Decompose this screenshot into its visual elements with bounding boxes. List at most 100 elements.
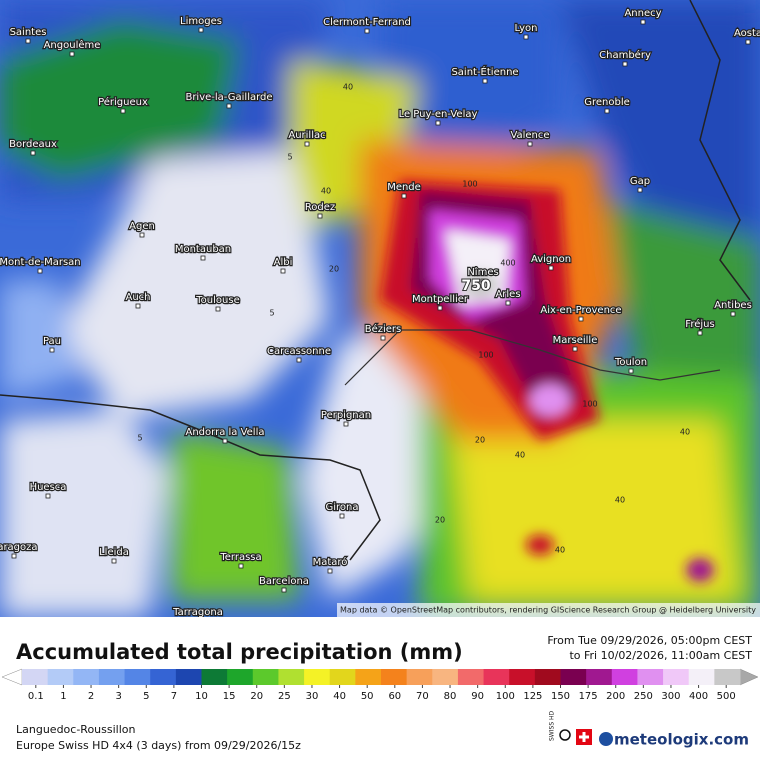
legend-label: 10 (195, 691, 208, 702)
legend-label: 100 (496, 691, 515, 702)
legend-label: 70 (416, 691, 429, 702)
legend-label: 0.1 (28, 691, 44, 702)
city-dot (69, 51, 75, 57)
city-dot (505, 300, 511, 306)
city-dot (745, 39, 751, 45)
search-icon (559, 729, 571, 741)
legend-panel: Accumulated total precipitation (mm) Fro… (1, 634, 759, 752)
legend-swatch (355, 669, 382, 685)
city-label: Saint-Étienne (451, 65, 518, 78)
contour-label: 40 (615, 496, 625, 505)
contour-label: 5 (137, 434, 142, 443)
from-date: From Tue 09/29/2026, 05:00pm CEST (547, 634, 752, 647)
city-dot (730, 311, 736, 317)
legend-swatch (663, 669, 690, 685)
contour-label: 40 (515, 451, 525, 460)
city-dot (435, 120, 441, 126)
legend-label: 25 (278, 691, 291, 702)
legend-swatch (432, 669, 459, 685)
city-label: Clermont-Ferrand (323, 17, 411, 28)
legend-swatch (329, 669, 356, 685)
city-dot (697, 330, 703, 336)
city-dot (111, 558, 117, 564)
city-dot (200, 255, 206, 261)
legend-swatch (560, 669, 587, 685)
legend-swatch (47, 669, 74, 685)
peak-label: 750 (461, 278, 490, 294)
city-label: Saintes (10, 27, 47, 38)
legend-arrow-right (739, 668, 759, 686)
legend-arrow-left (1, 668, 23, 686)
city-label: Valence (510, 130, 549, 141)
legend-swatch (150, 669, 177, 685)
city-dot (339, 513, 345, 519)
city-label: Perpignan (321, 410, 371, 421)
city-label: Limoges (180, 16, 222, 27)
city-dot (437, 305, 443, 311)
legend-label: 80 (444, 691, 457, 702)
city-label: Carcassonne (267, 346, 331, 357)
city-dot (49, 347, 55, 353)
legend-swatch (534, 669, 561, 685)
swiss-hd: SWISS HD (549, 710, 556, 741)
city-dot (45, 493, 51, 499)
city-label: Lyon (514, 23, 537, 34)
city-label: Montauban (175, 244, 231, 255)
brand: meteologix.com (614, 731, 749, 749)
legend-swatch (509, 669, 536, 685)
city-label: Brive-la-Gaillarde (185, 92, 272, 103)
legend-label: 500 (717, 691, 736, 702)
city-dot (523, 34, 529, 40)
city-label: Mont-de-Marsan (0, 257, 81, 268)
city-dot (401, 193, 407, 199)
city-label: Girona (325, 502, 358, 513)
city-dot (198, 27, 204, 33)
legend-label: 250 (634, 691, 653, 702)
city-label: Chambéry (599, 49, 651, 61)
legend-label: 2 (88, 691, 94, 702)
city-label: Auch (125, 292, 150, 303)
legend-swatch (252, 669, 279, 685)
contour-label: 5 (269, 309, 274, 318)
attribution-bg (337, 603, 760, 617)
city-dot (527, 141, 533, 147)
legend-swatch (381, 669, 408, 685)
legend-label: 40 (333, 691, 346, 702)
city-dot (280, 268, 286, 274)
city-dot (304, 141, 310, 147)
city-label: Toulouse (195, 295, 239, 306)
city-dot (25, 38, 31, 44)
legend-label: 60 (388, 691, 401, 702)
city-label: Tarragona (172, 607, 223, 617)
city-label: Aurillac (288, 130, 325, 141)
city-dot (572, 346, 578, 352)
city-dot (622, 61, 628, 67)
city-label: Andorra la Vella (186, 427, 265, 438)
contour-label: 400 (500, 259, 515, 268)
city-dot (215, 306, 221, 312)
city-dot (548, 265, 554, 271)
city-label: Agen (129, 221, 155, 232)
city-dot (296, 357, 302, 363)
title: Accumulated total precipitation (mm) (16, 640, 463, 664)
city-dot (11, 553, 17, 559)
city-dot (637, 187, 643, 193)
legend-swatch (73, 669, 100, 685)
city-dot (343, 421, 349, 427)
city-dot (30, 150, 36, 156)
city-label: Terrassa (219, 552, 261, 563)
city-label: Périgueux (98, 96, 148, 108)
legend-swatch (457, 669, 485, 685)
legend-swatch (22, 669, 49, 685)
city-dot (628, 368, 634, 374)
city-dot (37, 268, 43, 274)
city-label: Barcelona (259, 576, 309, 587)
city-label: Béziers (365, 323, 402, 335)
city-dot (482, 78, 488, 84)
city-label: Arles (495, 289, 520, 300)
city-dot (480, 278, 486, 284)
city-label: Gap (630, 176, 650, 187)
contour-label: 100 (478, 351, 493, 360)
